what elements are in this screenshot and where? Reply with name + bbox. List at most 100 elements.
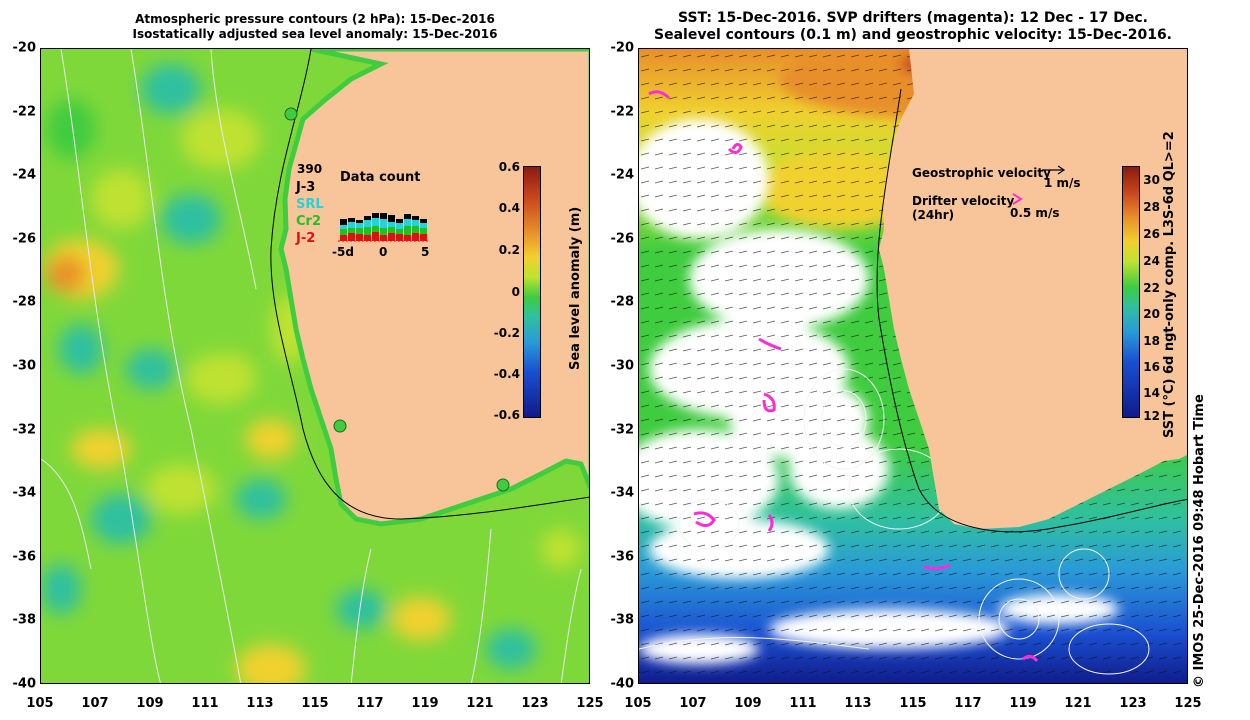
right-y-tick-label: -36 — [610, 549, 635, 565]
left-x-tick-label: 117 — [356, 696, 384, 711]
data-count-bar-segment — [396, 229, 403, 234]
sla-colorbar — [523, 166, 541, 418]
left-x-tick-label: 111 — [191, 696, 219, 711]
sst-colorbar-tick: 18 — [1143, 334, 1160, 348]
sst-colorbar-label: SST (°C) 6d ngt-only comp. L3S-6d QL>=2 — [1162, 131, 1177, 438]
data-count-total: 390 — [297, 162, 323, 176]
data-count-bar-segment — [348, 218, 355, 222]
australia-landmass — [278, 49, 589, 527]
drifter-track — [923, 563, 951, 571]
tide-gauge-markers — [284, 107, 510, 492]
sst-map — [638, 48, 1188, 684]
right-y-tick-label: -40 — [610, 676, 635, 692]
sea-level-anomaly-map — [40, 48, 590, 684]
data-count-bar-segment — [388, 215, 395, 222]
australia-landmass — [879, 49, 1187, 529]
right-y-tick-label: -24 — [610, 167, 635, 183]
data-count-bar-segment — [364, 235, 371, 241]
left-y-tick-label: -34 — [12, 485, 37, 501]
left-y-tick-label: -24 — [12, 167, 37, 183]
drifter-track — [762, 392, 776, 413]
data-count-bar-segment — [420, 219, 427, 223]
right-y-tick-label: -22 — [610, 104, 635, 120]
svp-drifter-tracks — [648, 90, 1039, 662]
right-y-tick-label: -20 — [610, 40, 635, 56]
data-count-bar-segment — [372, 226, 379, 232]
right-x-tick-label: 113 — [844, 696, 872, 711]
right-x-tick-label: 123 — [1119, 696, 1147, 711]
drifter-velocity-label: Drifter velocity — [912, 194, 1015, 208]
sst-colorbar-tick: 24 — [1143, 254, 1160, 268]
left-x-tick-label: 119 — [411, 696, 439, 711]
data-count-bar-segment — [420, 234, 427, 241]
drifter-scale-arrow-icon — [1012, 193, 1023, 205]
right-y-tick-label: -26 — [610, 231, 635, 247]
left-x-tick-label: 115 — [301, 696, 329, 711]
sst-map-graphic — [639, 49, 1187, 683]
left-y-tick-label: -38 — [12, 612, 37, 628]
sla-colorbar-tick: -0.4 — [493, 367, 520, 381]
data-count-bar-segment — [356, 228, 363, 234]
right-y-tick-label: -34 — [610, 485, 635, 501]
drifter-track — [727, 142, 743, 154]
right-panel-title-line1: SST: 15-Dec-2016. SVP drifters (magenta)… — [678, 10, 1148, 26]
data-count-bar-segment — [356, 220, 363, 223]
data-count-bar-segment — [412, 220, 419, 226]
data-count-xtick-2: 5 — [421, 245, 430, 259]
data-count-bar-segment — [356, 234, 363, 241]
drifter-velocity-scale: 0.5 m/s — [1010, 206, 1060, 220]
drifter-track — [767, 514, 774, 532]
drifter-track — [758, 337, 782, 351]
left-x-tick-label: 105 — [26, 696, 54, 711]
right-x-tick-label: 125 — [1174, 696, 1202, 711]
data-count-bar-segment — [380, 213, 387, 219]
data-count-bar-segment — [348, 222, 355, 228]
sst-colorbar — [1122, 166, 1140, 418]
data-count-bar-segment — [364, 227, 371, 235]
data-count-xtick-1: 0 — [379, 245, 388, 259]
data-count-bar-segment — [388, 222, 395, 227]
satellite-label-j3: J-3 — [296, 180, 316, 195]
right-x-tick-label: 119 — [1009, 696, 1037, 711]
data-count-bar-segment — [380, 228, 387, 235]
geostrophic-velocity-label: Geostrophic velocity — [912, 166, 1051, 180]
drifter-velocity-period: (24hr) — [912, 208, 955, 222]
pressure-contours — [41, 49, 582, 683]
imos-credit: © IMOS 25-Dec-2016 09:48 Hobart Time — [1192, 394, 1207, 688]
data-count-bar-segment — [380, 219, 387, 228]
geostrophic-velocity-scale: 1 m/s — [1044, 176, 1081, 190]
sea-level-contours — [639, 368, 1150, 675]
right-y-tick-label: -32 — [610, 422, 635, 438]
sst-colorbar-tick: 20 — [1143, 307, 1160, 321]
sla-colorbar-tick: 0.6 — [498, 160, 520, 174]
tide-gauge-marker — [333, 419, 347, 433]
drifter-track — [1022, 654, 1039, 662]
left-y-tick-label: -36 — [12, 549, 37, 565]
left-x-tick-label: 123 — [521, 696, 549, 711]
left-x-tick-label: 121 — [466, 696, 494, 711]
left-y-tick-label: -22 — [12, 104, 37, 120]
left-y-tick-label: -30 — [12, 358, 37, 374]
sst-colorbar-tick: 22 — [1143, 281, 1160, 295]
data-count-bar-segment — [404, 214, 411, 219]
right-x-tick-label: 109 — [734, 696, 762, 711]
right-x-tick-label: 105 — [624, 696, 652, 711]
sst-colorbar-tick: 26 — [1143, 227, 1160, 241]
data-count-bar-segment — [412, 216, 419, 220]
data-count-bar-segment — [388, 227, 395, 233]
left-y-tick-label: -40 — [12, 676, 37, 692]
data-count-bar-segment — [396, 219, 403, 223]
drifter-track — [648, 90, 671, 100]
data-count-bar-segment — [364, 216, 371, 220]
data-count-xtick-0: -5d — [332, 245, 354, 259]
left-panel-title-line1: Atmospheric pressure contours (2 hPa): 1… — [135, 12, 495, 26]
left-x-tick-label: 125 — [576, 696, 604, 711]
drifter-track — [693, 511, 716, 527]
sst-colorbar-tick: 16 — [1143, 360, 1160, 374]
sst-colorbar-tick: 14 — [1143, 386, 1160, 400]
right-y-tick-label: -38 — [610, 612, 635, 628]
sla-colorbar-tick: 0.2 — [498, 243, 520, 257]
geostrophic-scale-arrow-icon — [1042, 165, 1066, 175]
sla-map-graphic — [41, 49, 589, 683]
sla-colorbar-tick: -0.6 — [493, 408, 520, 422]
